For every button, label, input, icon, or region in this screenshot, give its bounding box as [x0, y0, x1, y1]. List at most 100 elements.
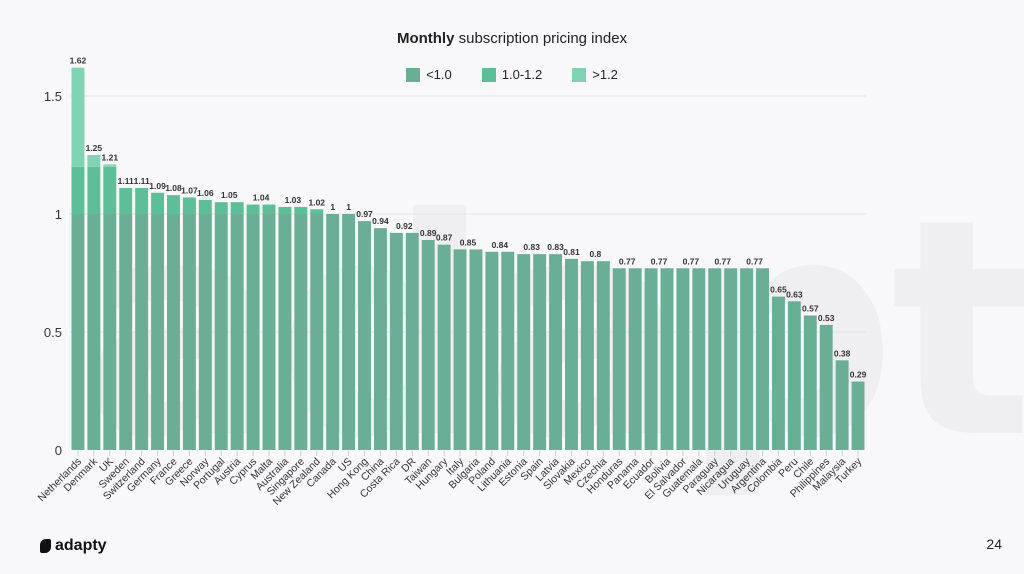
bar-segment-mid: [71, 166, 85, 214]
bar-segment-low: [119, 214, 133, 450]
bar-segment-low: [549, 254, 563, 450]
bar-segment-low: [246, 214, 260, 450]
data-label: 1.07: [181, 185, 198, 195]
data-label: 1.03: [285, 195, 302, 205]
data-label: 1.09: [149, 181, 166, 191]
bar-segment-low: [310, 214, 324, 450]
bar-segment-low: [819, 324, 833, 450]
bar-segment-low: [294, 214, 308, 450]
data-label: 1.21: [102, 152, 119, 162]
chart-legend: <1.0 1.0-1.2 >1.2: [0, 67, 1024, 82]
bar-segment-low: [87, 214, 101, 450]
y-tick-label: 0.5: [44, 325, 62, 340]
bar-segment-low: [835, 360, 849, 450]
data-label: 1.06: [197, 188, 214, 198]
data-label: 1.11: [118, 176, 134, 186]
legend-swatch-high: [572, 67, 587, 82]
bar-segment-mid: [135, 188, 149, 214]
bar-segment-low: [262, 214, 276, 450]
bar-segment-low: [469, 249, 483, 450]
bar-segment-low: [756, 268, 769, 450]
bar-segment-low: [724, 268, 738, 450]
bar-segment-mid: [246, 204, 260, 214]
data-label: 0.77: [683, 256, 700, 266]
bar-segment-low: [803, 315, 817, 450]
y-tick-label: 0: [55, 443, 62, 458]
adapty-logo-icon: [40, 539, 51, 553]
data-label: 0.85: [460, 237, 477, 247]
data-label: 0.97: [356, 209, 373, 219]
bar-segment-mid: [262, 204, 276, 214]
bar-segment-low: [437, 244, 451, 450]
legend-label-high: >1.2: [592, 67, 618, 82]
bar-segment-mid: [214, 202, 228, 214]
data-label: 1.02: [308, 197, 325, 207]
bar-segment-low: [851, 381, 865, 450]
bar-segment-low: [167, 214, 180, 450]
data-label: 0.77: [651, 256, 668, 266]
bar-segment-low: [740, 268, 754, 450]
bar-segment-low: [533, 254, 547, 450]
data-label: 0.83: [547, 242, 564, 252]
data-label: 1.62: [70, 56, 87, 66]
page-number: 24: [986, 536, 1002, 552]
chart-title: Monthly subscription pricing index: [0, 30, 1024, 47]
bar-segment-low: [230, 214, 244, 450]
bar-segment-low: [628, 268, 642, 450]
data-label: 1.25: [86, 143, 103, 153]
bar-segment-mid: [230, 202, 244, 214]
data-label: 0.84: [492, 240, 509, 250]
y-tick-label: 1.5: [44, 89, 62, 104]
bar-segment-low: [405, 232, 419, 450]
bar-segment-low: [580, 261, 594, 450]
data-label: 0.38: [834, 348, 851, 358]
data-label: 1.11: [134, 176, 150, 186]
data-label: 0.77: [746, 256, 763, 266]
legend-item-mid: 1.0-1.2: [481, 67, 542, 82]
data-label: 0.81: [563, 247, 580, 257]
legend-swatch-mid: [481, 67, 496, 82]
data-label: 0.63: [786, 289, 803, 299]
bar-segment-mid: [310, 209, 324, 214]
data-label: 0.77: [619, 256, 636, 266]
bar-segment-mid: [87, 166, 101, 214]
bar-segment-high: [103, 164, 117, 167]
bar-segment-low: [565, 258, 578, 450]
data-label: 0.65: [770, 285, 787, 295]
data-label: 1.05: [221, 190, 238, 200]
bar-segment-low: [676, 268, 690, 450]
bar-segment-mid: [182, 197, 196, 214]
bar-segment-mid: [198, 199, 212, 214]
bar-segment-low: [453, 249, 467, 450]
data-label: 1: [330, 202, 335, 212]
bar-segment-low: [644, 268, 658, 450]
data-label: 0.87: [436, 233, 453, 243]
bar-segment-low: [771, 296, 785, 450]
bar-segment-low: [787, 301, 801, 450]
bar-segment-low: [198, 214, 212, 450]
bar-segment-low: [103, 214, 117, 450]
legend-label-low: <1.0: [426, 67, 452, 82]
data-label: 0.53: [818, 313, 835, 323]
bar-segment-high: [87, 155, 101, 167]
legend-item-low: <1.0: [406, 67, 452, 82]
legend-swatch-low: [406, 67, 421, 82]
bar-segment-low: [612, 268, 626, 450]
bar-segment-low: [151, 214, 165, 450]
bar-segment-low: [358, 221, 371, 450]
bar-segment-low: [389, 232, 403, 450]
data-label: 0.77: [714, 256, 731, 266]
bar-segment-low: [214, 214, 228, 450]
bar-segment-low: [596, 261, 610, 450]
logo-text: adapty: [55, 537, 107, 554]
data-label: 0.92: [396, 221, 413, 231]
data-label: 0.83: [523, 242, 540, 252]
adapty-logo: adapty: [40, 537, 107, 555]
bar-segment-mid: [294, 206, 308, 214]
bar-segment-low: [660, 268, 674, 450]
data-label: 0.57: [802, 303, 819, 313]
bar-segment-low: [708, 268, 722, 450]
bar-segment-mid: [151, 192, 165, 214]
chart-title-bold: Monthly: [396, 30, 455, 47]
